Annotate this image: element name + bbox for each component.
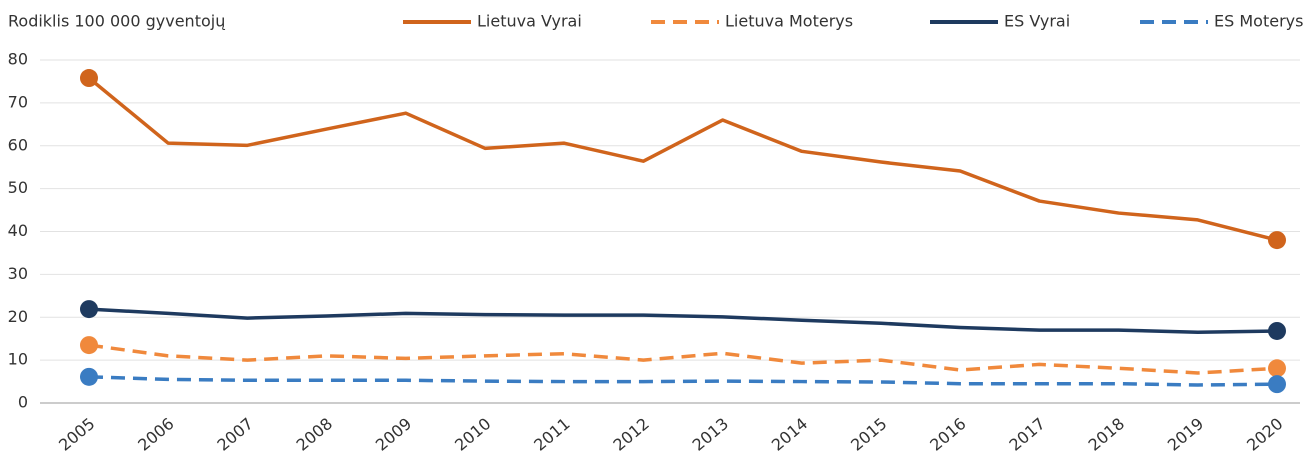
- y-tick-label: 80: [8, 50, 28, 69]
- y-tick-label: 30: [8, 264, 28, 283]
- legend-label: ES Moterys: [1214, 12, 1303, 31]
- legend-label: Lietuva Vyrai: [477, 12, 582, 31]
- series-line: [87, 76, 1278, 242]
- x-tick-label: 2020: [1243, 414, 1286, 455]
- x-tick-label: 2011: [530, 414, 573, 455]
- y-tick-label: 40: [8, 221, 28, 240]
- series-line: [88, 307, 1278, 335]
- x-tick-label: 2018: [1085, 414, 1128, 455]
- y-tick-label: 50: [8, 178, 28, 197]
- endpoint-marker: [1268, 359, 1286, 378]
- endpoint-marker: [1268, 375, 1286, 394]
- y-tick-label: 0: [18, 393, 28, 412]
- x-tick-label: 2010: [451, 414, 494, 455]
- x-tick-label: 2005: [55, 414, 98, 455]
- endpoint-marker: [1268, 321, 1286, 340]
- legend-label: Lietuva Moterys: [725, 12, 853, 31]
- y-tick-label: 10: [8, 350, 28, 369]
- endpoint-marker: [1268, 231, 1286, 250]
- endpoint-marker: [80, 336, 98, 355]
- x-tick-label: 2015: [847, 414, 890, 455]
- x-tick-label: 2013: [689, 414, 732, 455]
- series-line: [88, 375, 1278, 387]
- endpoint-marker: [80, 69, 98, 88]
- x-tick-label: 2016: [926, 414, 969, 455]
- x-tick-label: 2012: [609, 414, 652, 455]
- endpoint-marker: [80, 367, 98, 386]
- x-tick-label: 2006: [134, 414, 177, 455]
- x-tick-label: 2019: [1164, 414, 1207, 455]
- chart-title: Rodiklis 100 000 gyventojų: [8, 12, 225, 31]
- legend-label: ES Vyrai: [1004, 12, 1070, 31]
- series-line: [88, 343, 1278, 375]
- endpoint-marker: [80, 300, 98, 319]
- x-tick-label: 2014: [768, 414, 811, 455]
- x-tick-label: 2007: [213, 414, 256, 455]
- y-tick-label: 70: [8, 92, 28, 111]
- x-tick-label: 2009: [372, 414, 415, 455]
- x-tick-label: 2017: [1005, 414, 1048, 455]
- y-tick-label: 60: [8, 135, 28, 154]
- x-tick-label: 2008: [293, 414, 336, 455]
- y-tick-label: 20: [8, 307, 28, 326]
